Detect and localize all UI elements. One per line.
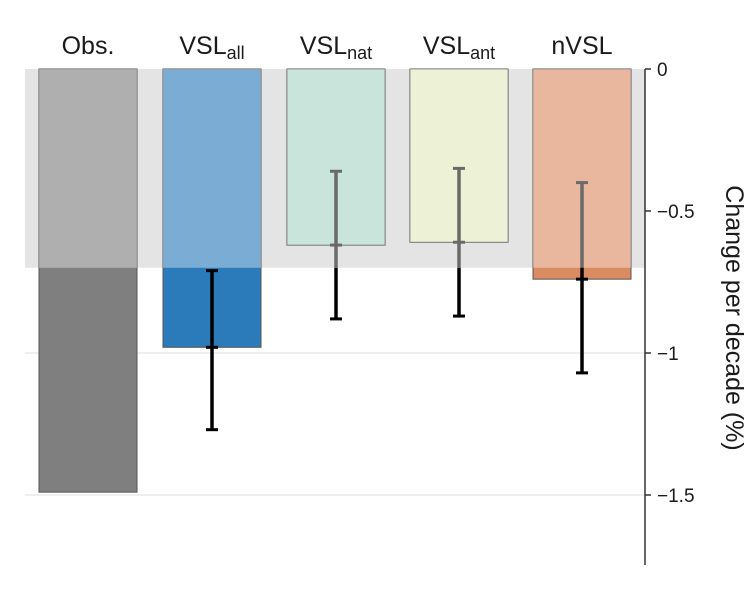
y-axis-label: Change per decade (%)	[720, 185, 748, 450]
y-tick-label: −1.5	[657, 486, 695, 507]
bar	[38, 68, 138, 493]
category-label: VSLnat	[300, 32, 372, 63]
category-label: VSLant	[423, 32, 495, 63]
category-label: nVSL	[551, 32, 612, 60]
y-tick-label: −0.5	[657, 202, 695, 223]
category-label: Obs.	[62, 32, 115, 60]
bar-band-overlay	[39, 69, 137, 268]
category-label: VSLall	[179, 32, 244, 63]
y-tick-label: −1	[657, 344, 679, 365]
bar-band-overlay	[163, 69, 261, 268]
y-tick-label: 0	[657, 60, 668, 81]
